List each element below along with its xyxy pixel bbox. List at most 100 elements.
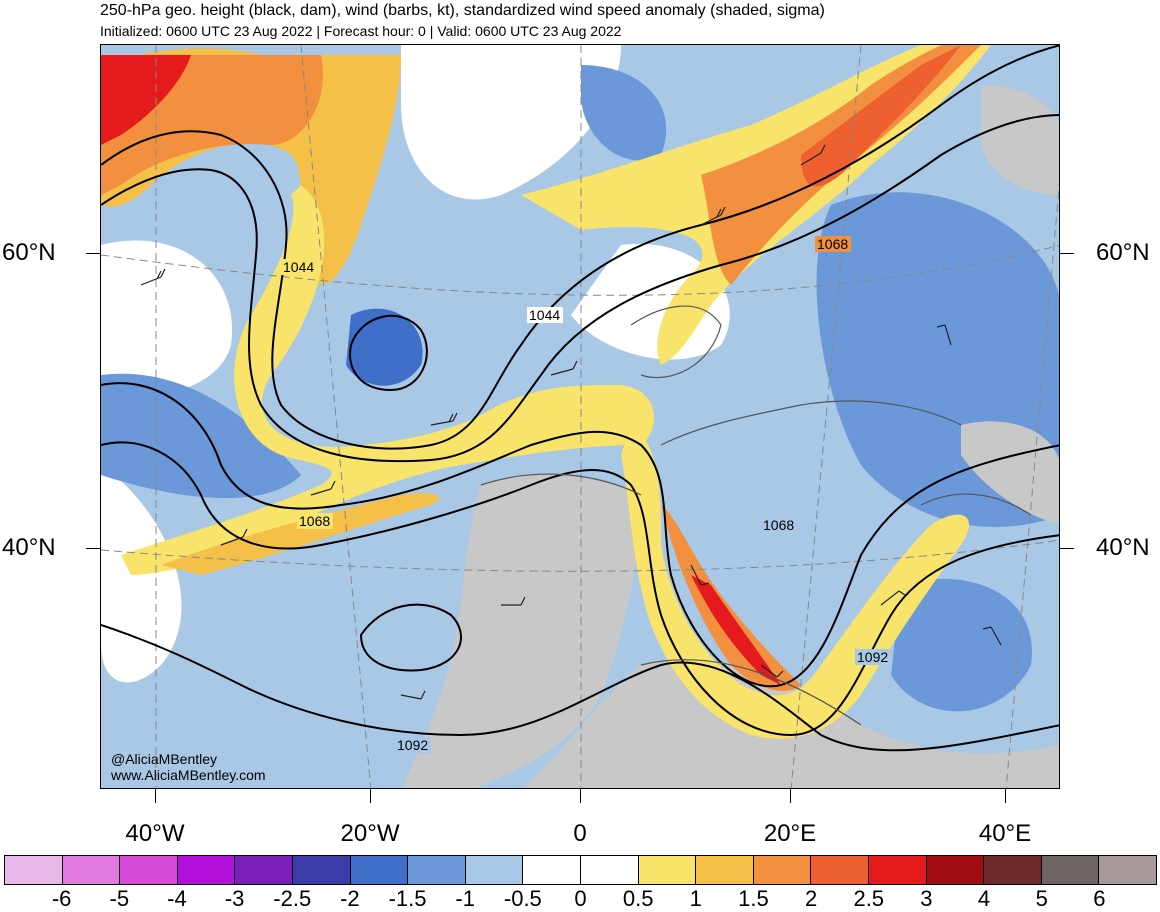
colorbar-cell [62, 856, 121, 884]
contour-label: 1044 [283, 259, 314, 275]
colorbar-label: -1 [455, 886, 475, 911]
contour-label: 1092 [857, 649, 888, 665]
wind-barb [982, 626, 1002, 646]
colorbar-label: 2.5 [853, 886, 885, 911]
contour-label-bg [395, 737, 431, 753]
graticule-lon-20w [300, 45, 372, 788]
anomaly-neutral-region [101, 240, 233, 398]
colorbar-label: 0 [574, 886, 587, 911]
tick-lon-20e [790, 789, 791, 803]
wind-barb [800, 144, 826, 166]
wind-barb [140, 268, 166, 286]
lon-label-20e: 20°E [763, 820, 817, 847]
contour-label-bg [815, 236, 851, 252]
colorbar-cell [1041, 856, 1100, 884]
colorbar-label: 5 [1035, 886, 1048, 911]
graticule-lat-40 [101, 539, 1059, 572]
colorbar-label: -1.5 [388, 886, 427, 911]
wind-barb [400, 690, 426, 700]
tick-lat-40-left [86, 548, 100, 549]
jet-greenland-core [101, 55, 191, 145]
colorbar-cell [120, 856, 178, 884]
contour-closed-low [359, 603, 462, 672]
contour-label: 1044 [529, 307, 560, 323]
lon-label-20w: 20°W [340, 820, 400, 847]
jet-atlantic-mid [161, 493, 440, 575]
jet-scandinavia-core [801, 45, 961, 187]
anomaly-neutral-region [401, 45, 621, 200]
colorbar-cell [5, 856, 63, 884]
lat-label-60-left: 60°N [2, 239, 56, 266]
anomaly-negative-region [581, 65, 667, 161]
colorbar-cell [926, 856, 985, 884]
credit-website: www.AliciaMBentley.com [111, 767, 266, 783]
wind-barb [936, 324, 952, 346]
tick-lat-60-right [1060, 253, 1074, 254]
credit-handle: @AliciaMBentley [111, 751, 218, 767]
colorbar-label: 2 [804, 886, 818, 911]
tick-lon-40e [1005, 789, 1006, 803]
anomaly-negative-region [346, 308, 423, 386]
lat-label-60-right: 60°N [1096, 239, 1150, 266]
colorbar-label: -0.5 [503, 886, 542, 911]
graticule-lat-60 [101, 244, 1059, 296]
graticule-lon-20e [790, 45, 862, 788]
colorbar-cell [638, 856, 697, 884]
tick-lat-40-right [1060, 548, 1074, 549]
contour-label-bg [297, 513, 333, 529]
lat-label-40-left: 40°N [2, 534, 56, 561]
colorbar-cell [696, 856, 754, 884]
graticule [101, 45, 1059, 788]
colorbar-label: -4 [167, 886, 187, 911]
colorbar-cell [292, 856, 351, 884]
colorbar-cell [1099, 856, 1156, 884]
anomaly-negative-region [101, 373, 301, 499]
contour-label-bg [281, 259, 317, 275]
lon-label-40w: 40°W [125, 820, 185, 847]
colorbar-label: -5 [109, 886, 130, 911]
colorbar-label: -3 [224, 886, 245, 911]
contour-label-bg [527, 307, 563, 323]
wind-barb [501, 596, 526, 606]
wind-barbs [140, 144, 1002, 700]
lon-label-0: 0 [573, 820, 587, 847]
wind-barb [880, 590, 906, 606]
colorbar-cell [753, 856, 812, 884]
colorbar-cell [580, 856, 639, 884]
contour-label-bg [855, 649, 891, 665]
contour-label: 1068 [299, 513, 330, 529]
colorbar-label: -6 [51, 886, 72, 911]
contour-label-bg [761, 517, 797, 533]
colorbar-label: 1.5 [738, 886, 769, 911]
tick-lon-0 [580, 789, 581, 803]
colorbar-cell [811, 856, 869, 884]
coastline [660, 400, 962, 446]
colorbar-label: 3 [920, 886, 933, 911]
colorbar-cell [408, 856, 466, 884]
colorbar-label: 4 [977, 886, 991, 911]
coastlines [480, 305, 1032, 726]
map-subtitle: Initialized: 0600 UTC 23 Aug 2022 | Fore… [100, 23, 622, 39]
jet-italy-core [691, 575, 781, 685]
colorbar-cell [868, 856, 927, 884]
wind-barb [310, 480, 336, 496]
lat-label-40-right: 40°N [1096, 534, 1150, 561]
contour-closed-low [349, 314, 428, 392]
colorbar-cell [235, 856, 293, 884]
map-title: 250-hPa geo. height (black, dam), wind (… [100, 2, 825, 19]
colorbar-cell [465, 856, 524, 884]
wind-barb [220, 528, 248, 546]
coastline [630, 305, 722, 379]
land-arctic [981, 85, 1059, 195]
tick-lat-60-left [86, 253, 100, 254]
contour-label: 1068 [763, 517, 794, 533]
colorbar-label: 1 [689, 886, 702, 911]
coastline [640, 659, 862, 726]
colorbar-cell [177, 856, 236, 884]
colorbar [4, 855, 1157, 885]
graticule-lon-40e [1005, 182, 1059, 788]
contour-label: 1092 [397, 737, 428, 753]
wind-barb [700, 206, 726, 226]
colorbar-label: -2 [340, 886, 360, 911]
tick-lon-20w [370, 789, 371, 803]
